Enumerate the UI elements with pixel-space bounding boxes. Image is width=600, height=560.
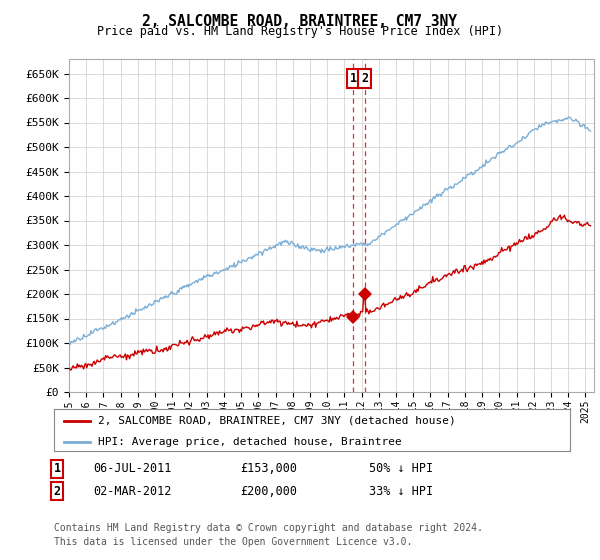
Text: HPI: Average price, detached house, Braintree: HPI: Average price, detached house, Brai… (98, 437, 401, 446)
Text: 2, SALCOMBE ROAD, BRAINTREE, CM7 3NY: 2, SALCOMBE ROAD, BRAINTREE, CM7 3NY (143, 14, 458, 29)
Text: 02-MAR-2012: 02-MAR-2012 (93, 484, 172, 498)
Text: Price paid vs. HM Land Registry's House Price Index (HPI): Price paid vs. HM Land Registry's House … (97, 25, 503, 38)
Text: 06-JUL-2011: 06-JUL-2011 (93, 462, 172, 475)
Text: 1: 1 (53, 462, 61, 475)
Text: 1: 1 (350, 72, 357, 85)
Text: Contains HM Land Registry data © Crown copyright and database right 2024.: Contains HM Land Registry data © Crown c… (54, 522, 483, 533)
Text: 33% ↓ HPI: 33% ↓ HPI (369, 484, 433, 498)
Text: This data is licensed under the Open Government Licence v3.0.: This data is licensed under the Open Gov… (54, 536, 412, 547)
Text: 2, SALCOMBE ROAD, BRAINTREE, CM7 3NY (detached house): 2, SALCOMBE ROAD, BRAINTREE, CM7 3NY (de… (98, 416, 455, 426)
Text: 50% ↓ HPI: 50% ↓ HPI (369, 462, 433, 475)
Text: 2: 2 (53, 484, 61, 498)
Text: 2: 2 (361, 72, 368, 85)
Text: £200,000: £200,000 (240, 484, 297, 498)
Text: £153,000: £153,000 (240, 462, 297, 475)
